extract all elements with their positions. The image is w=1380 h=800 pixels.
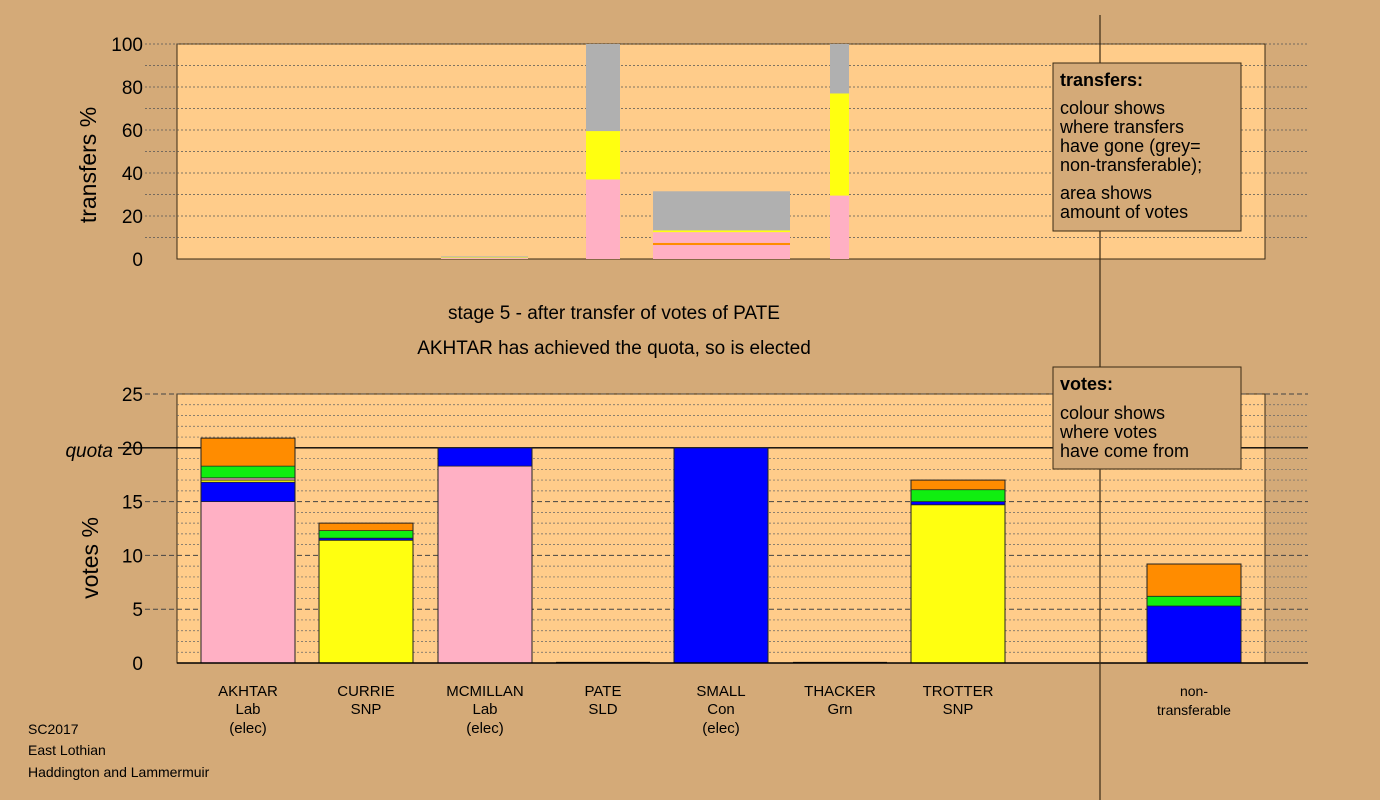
vote-segment-trotter [911, 489, 1005, 502]
vote-segment-trotter [911, 501, 1005, 505]
candidate-party: SNP [351, 701, 382, 718]
candidate-name: MCMILLAN [446, 683, 524, 700]
vote-segment-currie [319, 540, 413, 663]
candidate-party: SLD [588, 701, 617, 718]
transfers-legend-line: area shows [1060, 183, 1152, 203]
vote-segment-akhtar [201, 501, 295, 663]
transfers-tick-label: 100 [111, 35, 143, 56]
footer-council: East Lothian [28, 742, 106, 758]
candidate-name: PATE [585, 683, 622, 700]
vote-segment-akhtar [201, 438, 295, 467]
votes-tick-label: 0 [132, 654, 143, 675]
votes-legend-line: where votes [1059, 422, 1157, 442]
vote-segment-trotter [911, 504, 1005, 663]
candidate-party: Lab [472, 701, 497, 718]
transfer-segment-pate [586, 131, 620, 180]
transfers-tick-label: 80 [122, 78, 143, 99]
votes-tick-label: 25 [122, 385, 143, 406]
votes-tick-label: 20 [122, 439, 143, 460]
vote-segment-currie [319, 538, 413, 541]
transfers-tick-label: 60 [122, 121, 143, 142]
vote-segment-akhtar [201, 482, 295, 502]
footer-election: SC2017 [28, 721, 79, 737]
votes-legend: votes: colour shows where votes have com… [1052, 366, 1242, 470]
transfer-segment-pate [586, 179, 620, 259]
candidate-labels: AKHTARLab(elec)CURRIESNPMCMILLANLab(elec… [218, 683, 1231, 737]
transfer-segment-small [653, 230, 790, 233]
transfers-legend-line: where transfers [1059, 117, 1184, 137]
transfers-legend-line: amount of votes [1060, 202, 1188, 222]
quota-label: quota [65, 441, 113, 462]
candidate-status: (elec) [466, 720, 504, 737]
vote-segment-small [674, 447, 768, 663]
candidate-status: (elec) [702, 720, 740, 737]
transfer-segment-thacker [830, 195, 849, 259]
transfers-axis-label: transfers % [75, 107, 101, 223]
votes-tick-label: 5 [132, 600, 143, 621]
votes-legend-title: votes: [1060, 374, 1113, 394]
candidate-name: CURRIE [337, 683, 395, 700]
transfer-segment-pate [586, 44, 620, 132]
votes-axis-label: votes % [77, 517, 103, 599]
transfers-tick-label: 20 [122, 207, 143, 228]
candidate-party: transferable [1157, 702, 1231, 718]
elected-text: AKHTAR has achieved the quota, so is ele… [417, 338, 811, 359]
transfer-segment-thacker [830, 93, 849, 196]
vote-segment-trotter [911, 480, 1005, 490]
transfer-segment-small [653, 232, 790, 243]
candidate-name: non- [1180, 683, 1208, 699]
transfers-legend: transfers: colour shows where transfers … [1052, 62, 1242, 232]
footer-ward: Haddington and Lammermuir [28, 764, 210, 780]
vote-segment-non [1147, 564, 1241, 597]
candidate-status: (elec) [229, 720, 267, 737]
transfers-legend-line: non-transferable); [1060, 155, 1202, 175]
transfer-segment-thacker [830, 44, 849, 94]
transfer-segment-mcmillan [441, 257, 528, 259]
vote-segment-akhtar [201, 477, 295, 481]
vote-segment-mcmillan [438, 466, 532, 663]
candidate-name: TROTTER [923, 683, 994, 700]
transfer-segment-small [653, 191, 790, 231]
transfer-segment-mcmillan [441, 257, 528, 259]
transfer-segment-small [653, 245, 790, 259]
votes-tick-label: 15 [122, 493, 143, 514]
votes-legend-line: colour shows [1060, 403, 1165, 423]
transfers-legend-line: colour shows [1060, 98, 1165, 118]
transfers-legend-line: have gone (grey= [1060, 136, 1201, 156]
vote-segment-non [1147, 596, 1241, 606]
candidate-name: SMALL [696, 683, 745, 700]
vote-segment-akhtar [201, 480, 295, 483]
votes-legend-line: have come from [1060, 441, 1189, 461]
vote-segment-non [1147, 605, 1241, 663]
candidate-party: Grn [827, 701, 852, 718]
candidate-name: AKHTAR [218, 683, 278, 700]
candidate-name: THACKER [804, 683, 876, 700]
transfer-segment-mcmillan [441, 256, 528, 258]
vote-segment-akhtar [201, 466, 295, 478]
transfers-legend-title: transfers: [1060, 70, 1143, 90]
vote-segment-mcmillan [438, 447, 532, 467]
votes-tick-label: 10 [122, 546, 143, 567]
stage-text: stage 5 - after transfer of votes of PAT… [448, 303, 780, 324]
vote-segment-currie [319, 523, 413, 531]
candidate-party: Con [707, 701, 735, 718]
transfers-tick-label: 0 [132, 250, 143, 271]
candidate-party: Lab [235, 701, 260, 718]
vote-segment-currie [319, 530, 413, 539]
transfers-tick-label: 40 [122, 164, 143, 185]
transfer-segment-small [653, 242, 790, 246]
candidate-party: SNP [943, 701, 974, 718]
